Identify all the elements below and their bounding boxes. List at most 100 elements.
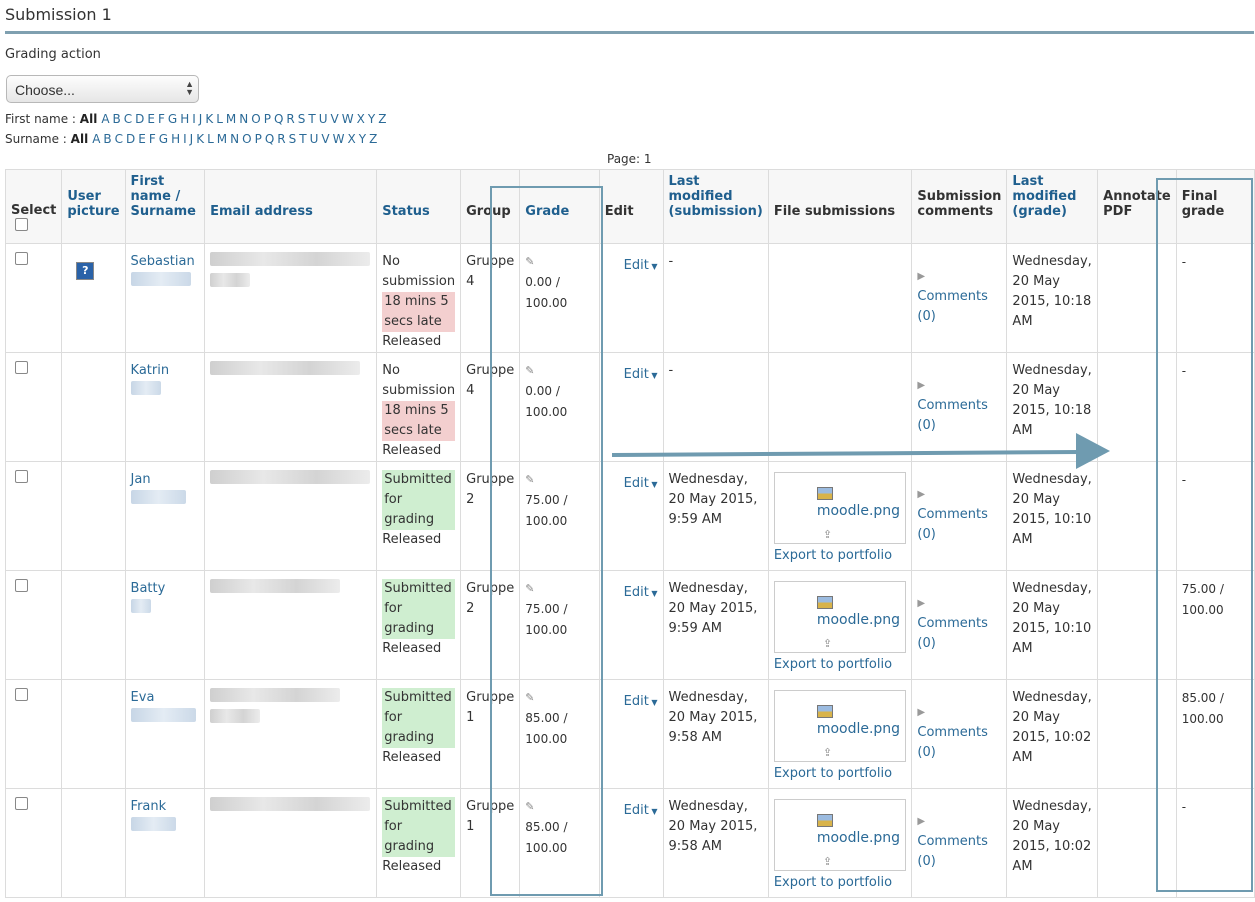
initial-letter-link[interactable]: U [318,112,328,126]
initial-letter-link[interactable]: N [239,112,249,126]
initial-letter-link[interactable]: Q [264,132,275,146]
col-user-picture[interactable]: User picture [61,169,126,244]
initial-letter-link[interactable]: I [192,112,196,126]
col-email[interactable]: Email address [204,169,378,244]
comments-link[interactable]: Comments (0) [917,834,988,869]
export-to-portfolio-link[interactable]: Export to portfolio [773,875,893,890]
initial-letter-link[interactable]: S [288,132,297,146]
initial-letter-link[interactable]: P [254,132,262,146]
initial-letter-link[interactable]: Q [273,112,284,126]
row-checkbox[interactable] [15,361,28,374]
initial-letter-link[interactable]: V [330,112,339,126]
col-name[interactable]: First name / Surname [124,169,206,244]
initial-letter-link[interactable]: H [171,132,181,146]
initial-letter-link[interactable]: E [147,112,155,126]
initial-letter-link[interactable]: L [207,132,214,146]
col-last-modified-grade[interactable]: Last modified (grade) [1006,169,1099,244]
initial-letter-link[interactable]: B [112,112,121,126]
initial-letter-link[interactable]: H [180,112,190,126]
edit-grade-icon[interactable]: ✎ [525,691,535,704]
expand-triangle-icon[interactable]: ▶ [917,380,926,391]
initial-letter-link[interactable]: J [198,112,203,126]
edit-menu-link[interactable]: Edit ▼ [623,585,658,600]
initial-letter-link[interactable]: A [101,112,110,126]
expand-triangle-icon[interactable]: ▶ [917,271,926,282]
initial-letter-link[interactable]: T [299,132,307,146]
initial-letter-link[interactable]: D [126,132,136,146]
initial-letter-link[interactable]: V [321,132,330,146]
file-link[interactable]: moodle.png [816,612,901,628]
initial-letter-link[interactable]: O [242,132,252,146]
comments-link[interactable]: Comments (0) [917,725,988,760]
initial-letter-link[interactable]: N [230,132,240,146]
comments-link[interactable]: Comments (0) [917,398,988,433]
initial-letter-link[interactable]: U [309,132,319,146]
user-name-link[interactable]: Frank [130,799,167,814]
initial-letter-link[interactable]: G [167,112,178,126]
edit-grade-icon[interactable]: ✎ [525,473,535,486]
expand-triangle-icon[interactable]: ▶ [917,707,926,718]
initial-letter-link[interactable]: C [114,132,124,146]
user-name-link[interactable]: Batty [130,581,166,596]
edit-menu-link[interactable]: Edit ▼ [623,367,658,382]
initial-letter-link[interactable]: A [92,132,101,146]
initial-letter-link[interactable]: W [332,132,345,146]
row-checkbox[interactable] [15,252,28,265]
comments-link[interactable]: Comments (0) [917,289,988,324]
initial-letter-link[interactable]: X [356,112,365,126]
user-name-link[interactable]: Jan [130,472,151,487]
initial-letter-link[interactable]: Y [358,132,367,146]
user-name-link[interactable]: Sebastian [130,254,195,269]
row-checkbox[interactable] [15,579,28,592]
surname-all-link[interactable]: All [70,132,89,146]
user-name-link[interactable]: Katrin [130,363,170,378]
row-checkbox[interactable] [15,688,28,701]
user-name-link[interactable]: Eva [130,690,155,705]
edit-menu-link[interactable]: Edit ▼ [623,803,658,818]
edit-grade-icon[interactable]: ✎ [525,255,535,268]
file-link[interactable]: moodle.png [816,503,901,519]
edit-menu-link[interactable]: Edit ▼ [623,694,658,709]
initial-letter-link[interactable]: Y [367,112,376,126]
expand-triangle-icon[interactable]: ▶ [917,489,926,500]
initial-letter-link[interactable]: D [135,112,145,126]
comments-link[interactable]: Comments (0) [917,507,988,542]
col-last-modified-submission[interactable]: Last modified (submission) [662,169,769,244]
portfolio-icon[interactable]: ⇪ [822,746,833,759]
initial-letter-link[interactable]: F [148,132,156,146]
initial-letter-link[interactable]: Z [369,132,378,146]
file-link[interactable]: moodle.png [816,830,901,846]
initial-letter-link[interactable]: F [158,112,165,126]
row-checkbox[interactable] [15,797,28,810]
row-checkbox[interactable] [15,470,28,483]
initial-letter-link[interactable]: P [263,112,271,126]
initial-letter-link[interactable]: E [138,132,146,146]
export-to-portfolio-link[interactable]: Export to portfolio [773,657,893,672]
file-link[interactable]: moodle.png [816,721,901,737]
initial-letter-link[interactable]: K [205,112,214,126]
portfolio-icon[interactable]: ⇪ [822,855,833,868]
initial-letter-link[interactable]: B [103,132,112,146]
initial-letter-link[interactable]: S [297,112,306,126]
portfolio-icon[interactable]: ⇪ [822,637,833,650]
initial-letter-link[interactable]: M [225,112,237,126]
initial-letter-link[interactable]: J [189,132,194,146]
grading-action-select[interactable]: Choose... ▲ ▼ [6,75,199,103]
select-all-checkbox[interactable] [15,218,28,231]
portfolio-icon[interactable]: ⇪ [822,528,833,541]
initial-letter-link[interactable]: L [216,112,223,126]
initial-letter-link[interactable]: G [158,132,169,146]
initial-letter-link[interactable]: R [286,112,295,126]
initial-letter-link[interactable]: O [251,112,261,126]
initial-letter-link[interactable]: Z [378,112,387,126]
comments-link[interactable]: Comments (0) [917,616,988,651]
initial-letter-link[interactable]: R [277,132,286,146]
edit-menu-link[interactable]: Edit ▼ [623,258,658,273]
col-grade[interactable]: Grade [519,169,600,244]
edit-menu-link[interactable]: Edit ▼ [623,476,658,491]
initial-letter-link[interactable]: M [216,132,228,146]
initial-letter-link[interactable]: K [196,132,205,146]
initial-letter-link[interactable]: C [123,112,133,126]
expand-triangle-icon[interactable]: ▶ [917,598,926,609]
initial-letter-link[interactable]: T [308,112,316,126]
